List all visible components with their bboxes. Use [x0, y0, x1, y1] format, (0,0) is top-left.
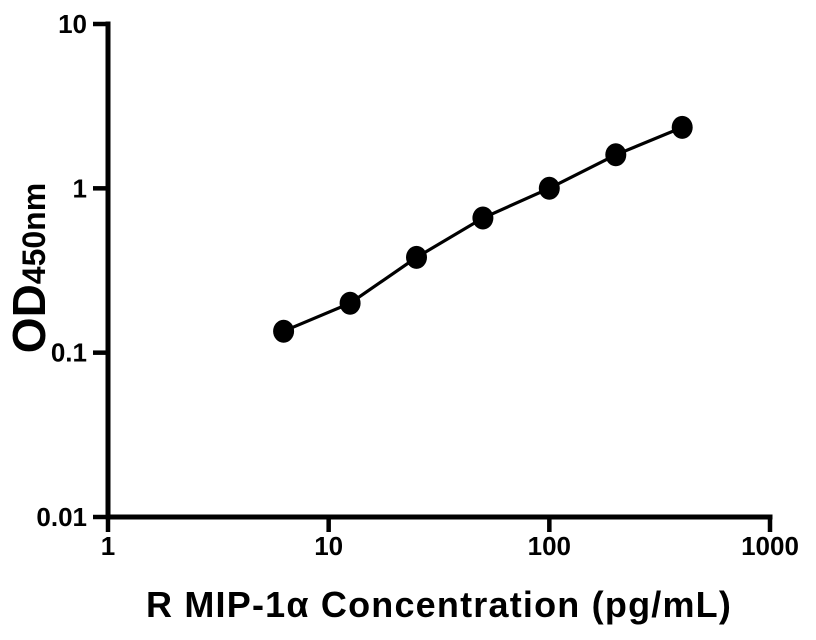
y-tick-label: 0.01 [36, 502, 87, 532]
y-tick-label: 1 [73, 173, 87, 203]
data-point [406, 245, 427, 269]
data-point [339, 291, 361, 315]
data-point [671, 115, 693, 139]
series-standard-curve [273, 115, 693, 343]
x-tick-label: 10 [314, 531, 343, 561]
y-axis-title-subscript: 450nm [16, 183, 52, 284]
x-tick-label: 1 [101, 531, 115, 561]
data-point [605, 143, 627, 167]
x-axis-title: R MIP-1α Concentration (pg/mL) [146, 584, 732, 625]
y-tick-label: 10 [58, 9, 87, 39]
axes: 10 1 0.1 0.01 1 10 100 1000 [36, 9, 799, 561]
y-axis-title-main: OD [3, 284, 55, 353]
data-point [273, 319, 295, 343]
y-axis-title: OD450nm [3, 183, 55, 353]
axis-spines [105, 21, 773, 520]
data-point [538, 176, 560, 200]
y-tick-label: 0.1 [51, 338, 87, 368]
data-point [472, 206, 494, 230]
x-tick-label: 100 [528, 531, 571, 561]
x-tick-label: 1000 [741, 531, 799, 561]
